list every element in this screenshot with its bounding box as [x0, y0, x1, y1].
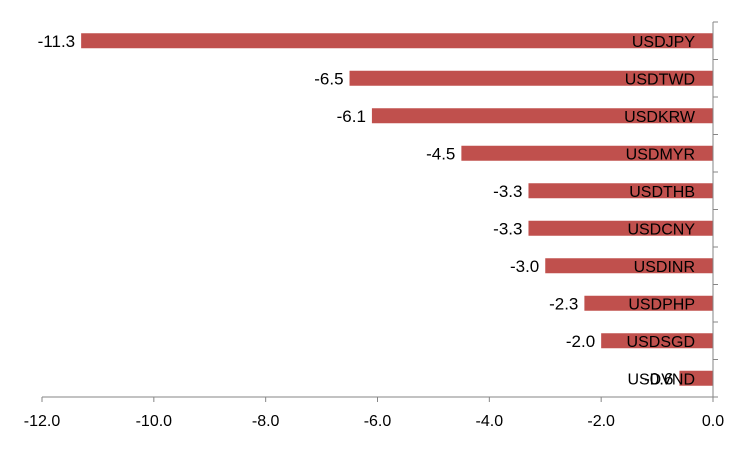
value-label-usdinr: -3.0	[510, 257, 539, 276]
value-label-usdphp: -2.3	[549, 294, 578, 313]
category-label-usdphp: USDPHP	[628, 296, 695, 313]
value-label-usdvnd: -0.6	[644, 369, 673, 388]
x-tick-label: -12.0	[24, 413, 61, 430]
axes-group	[41, 21, 718, 402]
x-tick-label: -10.0	[136, 413, 173, 430]
category-label-usdjpy: USDJPY	[632, 34, 695, 51]
category-label-usdcny: USDCNY	[627, 221, 695, 238]
bar-usdsgd	[601, 333, 713, 349]
bar-usdcny	[528, 220, 713, 236]
bar-usdthb	[528, 183, 713, 199]
category-label-usdinr: USDINR	[634, 259, 695, 276]
category-label-usdkrw: USDKRW	[624, 109, 696, 126]
bars-group	[81, 33, 714, 386]
x-tick-label: -8.0	[252, 413, 280, 430]
bar-usdinr	[545, 258, 713, 274]
bar-usdmyr	[461, 145, 713, 161]
category-label-usdsgd: USDSGD	[627, 334, 695, 351]
bar-usdphp	[584, 295, 713, 311]
value-label-usdkrw: -6.1	[337, 107, 366, 126]
category-label-usdthb: USDTHB	[629, 184, 695, 201]
value-label-usdtwd: -6.5	[314, 69, 343, 88]
category-label-usdvnd: USDVND	[627, 371, 695, 388]
x-tick-label: -4.0	[476, 413, 504, 430]
x-tick-label: 0.0	[702, 413, 724, 430]
x-tick-label: -6.0	[364, 413, 392, 430]
category-label-usdmyr: USDMYR	[626, 146, 695, 163]
bar-usdjpy	[81, 33, 714, 49]
x-tick-label: -2.0	[587, 413, 615, 430]
bar-usdkrw	[371, 108, 713, 124]
value-label-usdsgd: -2.0	[566, 332, 595, 351]
category-label-usdtwd: USDTWD	[625, 71, 695, 88]
value-label-usdmyr: -4.5	[426, 144, 455, 163]
bar-usdtwd	[349, 70, 713, 86]
value-label-usdcny: -3.3	[493, 219, 522, 238]
value-label-usdthb: -3.3	[493, 182, 522, 201]
value-label-usdjpy: -11.3	[38, 32, 76, 51]
bar-usdvnd	[679, 370, 713, 386]
labels-group: -11.3 USDJPY -6.5 USDTWD -6.1 USDKRW -4.5 USDMY…	[24, 32, 724, 430]
